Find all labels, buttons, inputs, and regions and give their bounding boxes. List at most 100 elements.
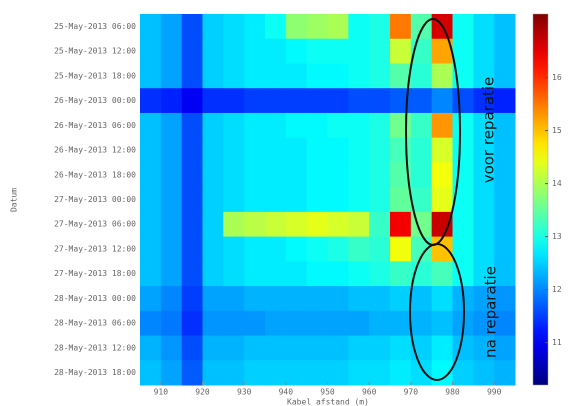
x-tick-label: 990 — [487, 388, 502, 397]
heat-cell — [494, 187, 515, 212]
heat-cell — [203, 360, 224, 385]
heat-cell — [161, 39, 182, 64]
heat-cell — [161, 212, 182, 237]
heat-cell — [369, 286, 390, 311]
heat-cell — [328, 113, 349, 138]
heat-cell — [161, 63, 182, 88]
y-tick-label: 26-May-2013 06:00 — [54, 121, 136, 130]
heat-cell — [182, 187, 203, 212]
x-tick-label: 930 — [237, 388, 252, 397]
y-tick-label: 25-May-2013 06:00 — [54, 22, 136, 31]
heat-cell — [307, 360, 328, 385]
heat-cell — [494, 14, 515, 39]
heat-cell — [390, 187, 411, 212]
heat-cell — [286, 360, 307, 385]
heat-cell — [411, 113, 432, 138]
y-tick-label: 28-May-2013 00:00 — [54, 294, 136, 303]
heat-cell — [453, 39, 474, 64]
heat-cell — [453, 162, 474, 187]
heat-cell — [369, 138, 390, 163]
heat-cell — [140, 88, 161, 113]
heat-cell — [432, 138, 453, 163]
heat-cell — [328, 63, 349, 88]
heat-cell — [348, 286, 369, 311]
heat-cell — [348, 311, 369, 336]
heat-cell — [203, 336, 224, 361]
heat-cell — [432, 63, 453, 88]
heat-cell — [223, 336, 244, 361]
heat-cell — [244, 113, 265, 138]
heat-cell — [411, 360, 432, 385]
heat-cell — [307, 187, 328, 212]
heat-cell — [390, 286, 411, 311]
heat-cell — [223, 187, 244, 212]
y-tick-label: 28-May-2013 12:00 — [54, 343, 136, 352]
heat-cell — [328, 237, 349, 262]
heat-cell — [223, 261, 244, 286]
heat-cell — [140, 113, 161, 138]
heat-cell — [494, 39, 515, 64]
y-tick-label: 25-May-2013 18:00 — [54, 71, 136, 80]
heat-cell — [473, 39, 494, 64]
heat-cell — [182, 39, 203, 64]
heat-cell — [348, 138, 369, 163]
heat-cell — [265, 212, 286, 237]
heat-cell — [244, 39, 265, 64]
heat-cell — [432, 187, 453, 212]
heat-cell — [265, 39, 286, 64]
heat-cell — [411, 63, 432, 88]
colorbar-tick-label: 16 — [552, 73, 562, 82]
heat-cell — [140, 14, 161, 39]
heat-cell — [390, 212, 411, 237]
heat-cell — [182, 286, 203, 311]
heat-cell — [223, 113, 244, 138]
heat-cell — [265, 187, 286, 212]
heat-cell — [182, 212, 203, 237]
heat-cell — [328, 336, 349, 361]
heat-cell — [369, 63, 390, 88]
heat-cell — [286, 88, 307, 113]
heat-cell — [369, 162, 390, 187]
heat-cell — [244, 162, 265, 187]
y-tick-label: 27-May-2013 12:00 — [54, 244, 136, 253]
colorbar-tick-label: 12 — [552, 285, 562, 294]
heat-cell — [494, 360, 515, 385]
heat-cell — [369, 360, 390, 385]
heat-cell — [286, 311, 307, 336]
y-tick-label: 28-May-2013 18:00 — [54, 368, 136, 377]
heat-cell — [390, 336, 411, 361]
heat-cell — [348, 63, 369, 88]
heat-cell — [286, 14, 307, 39]
heat-cell — [453, 14, 474, 39]
heat-cell — [473, 360, 494, 385]
heat-cell — [286, 286, 307, 311]
heat-cell — [473, 187, 494, 212]
heat-cell — [244, 360, 265, 385]
heat-cell — [265, 138, 286, 163]
heat-cell — [203, 261, 224, 286]
heat-cell — [182, 237, 203, 262]
heat-cell — [328, 39, 349, 64]
heat-cell — [223, 88, 244, 113]
y-axis-label: Datum — [10, 188, 19, 212]
heat-cell — [244, 187, 265, 212]
heat-cell — [286, 162, 307, 187]
heat-cell — [223, 14, 244, 39]
heat-cell — [390, 14, 411, 39]
y-tick-label: 27-May-2013 00:00 — [54, 195, 136, 204]
x-axis-label: Kabel afstand (m) — [287, 398, 369, 406]
heat-cell — [411, 286, 432, 311]
heat-cell — [286, 187, 307, 212]
heat-cell — [244, 286, 265, 311]
heat-cell — [265, 88, 286, 113]
heat-cell — [348, 360, 369, 385]
heat-cell — [140, 336, 161, 361]
heat-cell — [265, 113, 286, 138]
heat-cell — [223, 63, 244, 88]
heat-cell — [161, 162, 182, 187]
heat-cell — [328, 261, 349, 286]
heat-cell — [453, 360, 474, 385]
heat-cell — [140, 360, 161, 385]
heat-cell — [203, 311, 224, 336]
heat-cell — [244, 336, 265, 361]
